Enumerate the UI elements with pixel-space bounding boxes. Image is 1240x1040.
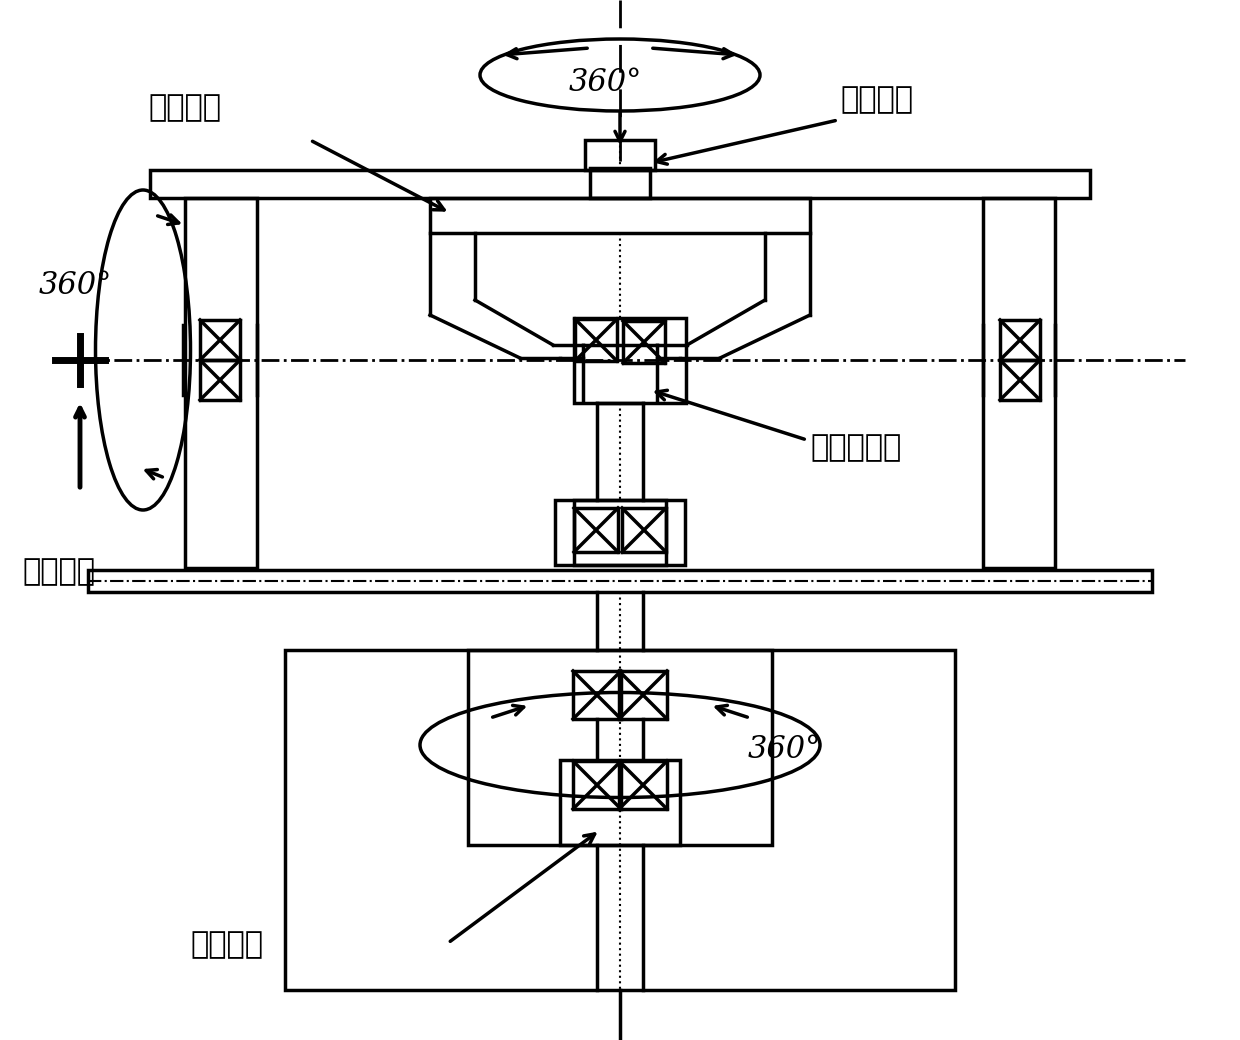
Bar [575,319,618,361]
Bar [560,760,680,844]
Bar [430,198,810,233]
Bar [585,140,655,170]
Text: 方位转轴: 方位转轴 [190,931,263,960]
Bar [467,650,773,844]
Text: 安装台转轴: 安装台转轴 [810,434,901,463]
Bar [574,508,618,552]
Bar [150,170,1090,198]
Text: 俧仰转轴: 俧仰转轴 [22,557,95,587]
Text: 安装转台: 安装转台 [148,94,221,123]
Bar [573,761,621,809]
Bar [200,360,241,400]
Bar [622,321,665,363]
Bar [999,360,1040,400]
Text: 磁传感器: 磁传感器 [839,85,913,114]
Bar [619,671,667,719]
Bar [556,500,684,565]
Bar [983,198,1055,568]
Bar [573,671,621,719]
Bar [999,320,1040,360]
Bar [200,320,241,360]
Bar [574,318,686,404]
Text: 360°: 360° [38,269,112,301]
Bar [590,168,650,198]
Bar [574,500,666,565]
Bar [622,508,666,552]
Bar [185,198,257,568]
Bar [619,761,667,809]
Text: 360°: 360° [748,734,821,765]
Text: 360°: 360° [568,67,641,98]
Bar [285,650,955,990]
Bar [88,570,1152,592]
